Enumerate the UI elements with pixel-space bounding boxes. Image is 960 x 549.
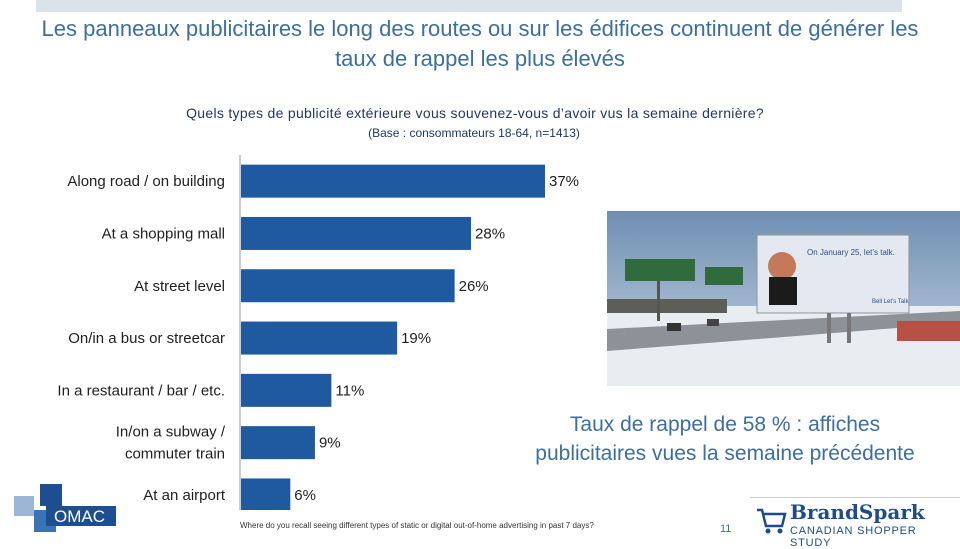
footnote: Where do you recall seeing different typ…: [240, 521, 594, 530]
category-label-2: At street level: [134, 278, 225, 295]
top-accent-bar: [36, 0, 902, 12]
value-label-1: 28%: [475, 225, 505, 242]
value-label-4: 11%: [335, 382, 364, 399]
billboard-brand: Bell Let’s Talk: [872, 299, 909, 305]
survey-question: Quels types de publicité extérieure vous…: [186, 105, 764, 121]
slide-title: Les panneaux publicitaires le long des r…: [41, 16, 919, 71]
omac-logo: OMAC: [0, 480, 130, 540]
value-label-2: 26%: [459, 278, 489, 295]
value-label-6: 6%: [294, 487, 316, 504]
bar-3: [241, 321, 398, 355]
billboard-photo: On January 25, let’s talk. Bell Let’s Ta…: [607, 211, 960, 386]
value-label-3: 19%: [401, 330, 431, 347]
bar-0: [241, 164, 545, 198]
billboard-text: On January 25, let’s talk.: [807, 248, 895, 257]
category-label-3: On/in a bus or streetcar: [68, 330, 225, 347]
brandspark-subtitle: CANADIAN SHOPPER STUDY: [790, 525, 917, 549]
category-label-0: Along road / on building: [67, 173, 225, 190]
value-label-5: 9%: [319, 435, 341, 452]
brandspark-name: BrandSpark: [790, 500, 925, 524]
category-label-5: In/on a subway / commuter train: [116, 424, 226, 463]
brandspark-logo: BrandSpark CANADIAN SHOPPER STUDY: [750, 497, 960, 549]
category-label-6: At an airport: [143, 487, 226, 504]
recall-callout: Taux de rappel de 58 % : affiches public…: [535, 413, 915, 465]
category-label-1: At a shopping mall: [102, 225, 225, 242]
bar-1: [241, 216, 472, 250]
page-number: 11: [720, 523, 732, 535]
omac-logo-text: OMAC: [54, 507, 105, 526]
bar-5: [241, 426, 315, 460]
shopping-cart-icon: [757, 508, 787, 534]
bar-2: [241, 269, 455, 303]
category-label-4: In a restaurant / bar / etc.: [57, 382, 225, 399]
bar-4: [241, 373, 332, 407]
bar-6: [241, 478, 291, 510]
value-label-0: 37%: [549, 173, 579, 190]
survey-base: (Base : consommateurs 18-64, n=1413): [368, 126, 580, 140]
recall-bar-chart: 37% Along road / on building 28% At a shopp…: [57, 155, 579, 510]
